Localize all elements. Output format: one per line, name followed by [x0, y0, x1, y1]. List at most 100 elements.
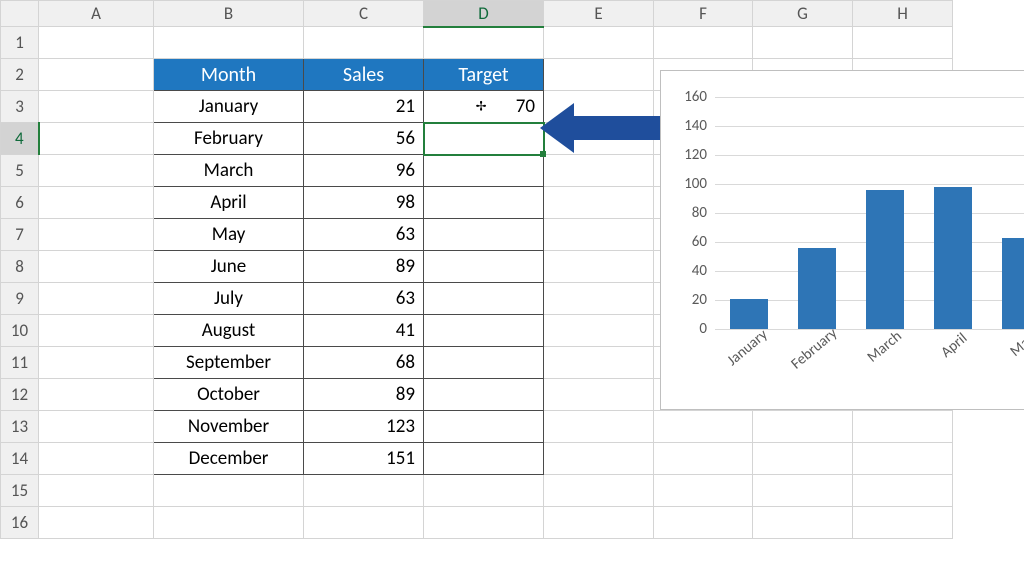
- row-header-11[interactable]: 11: [1, 347, 39, 379]
- cell-A13[interactable]: [39, 411, 154, 443]
- cell-A5[interactable]: [39, 155, 154, 187]
- cell-H14[interactable]: [853, 443, 953, 475]
- cell-A2[interactable]: [39, 59, 154, 91]
- chart-bar[interactable]: [1002, 238, 1024, 329]
- chart-bar[interactable]: [866, 190, 903, 329]
- cell-A11[interactable]: [39, 347, 154, 379]
- cell-D13[interactable]: [424, 411, 544, 443]
- cell-A9[interactable]: [39, 283, 154, 315]
- cell-B10[interactable]: August: [154, 315, 304, 347]
- cell-D14[interactable]: [424, 443, 544, 475]
- cell-B11[interactable]: September: [154, 347, 304, 379]
- cell-B7[interactable]: May: [154, 219, 304, 251]
- column-header-B[interactable]: B: [154, 1, 304, 27]
- cell-B16[interactable]: [154, 507, 304, 539]
- select-all-corner[interactable]: [1, 1, 39, 27]
- cell-D16[interactable]: [424, 507, 544, 539]
- row-header-3[interactable]: 3: [1, 91, 39, 123]
- cell-E10[interactable]: [544, 315, 654, 347]
- cell-E4[interactable]: [544, 123, 654, 155]
- cell-A7[interactable]: [39, 219, 154, 251]
- cell-C8[interactable]: 89: [304, 251, 424, 283]
- cell-C14[interactable]: 151: [304, 443, 424, 475]
- column-header-C[interactable]: C: [304, 1, 424, 27]
- cell-D4[interactable]: [424, 123, 544, 155]
- cell-D10[interactable]: [424, 315, 544, 347]
- cell-A14[interactable]: [39, 443, 154, 475]
- row-header-12[interactable]: 12: [1, 379, 39, 411]
- cell-B6[interactable]: April: [154, 187, 304, 219]
- cell-E7[interactable]: [544, 219, 654, 251]
- chart-bar[interactable]: [730, 299, 767, 329]
- column-header-H[interactable]: H: [853, 1, 953, 27]
- cell-C1[interactable]: [304, 27, 424, 59]
- cell-E11[interactable]: [544, 347, 654, 379]
- cell-E5[interactable]: [544, 155, 654, 187]
- chart-object[interactable]: 020406080100120140160JanuaryFebruaryMarc…: [660, 70, 1024, 410]
- cell-E16[interactable]: [544, 507, 654, 539]
- cell-E6[interactable]: [544, 187, 654, 219]
- cell-A3[interactable]: [39, 91, 154, 123]
- chart-bar[interactable]: [798, 248, 835, 329]
- cell-E14[interactable]: [544, 443, 654, 475]
- cell-F16[interactable]: [654, 507, 753, 539]
- cell-G16[interactable]: [753, 507, 853, 539]
- cell-C4[interactable]: 56: [304, 123, 424, 155]
- row-header-16[interactable]: 16: [1, 507, 39, 539]
- column-header-A[interactable]: A: [39, 1, 154, 27]
- cell-D12[interactable]: [424, 379, 544, 411]
- column-header-E[interactable]: E: [544, 1, 654, 27]
- cell-H13[interactable]: [853, 411, 953, 443]
- row-header-10[interactable]: 10: [1, 315, 39, 347]
- cell-E15[interactable]: [544, 475, 654, 507]
- cell-F1[interactable]: [654, 27, 753, 59]
- row-header-8[interactable]: 8: [1, 251, 39, 283]
- column-header-D[interactable]: D: [424, 1, 544, 27]
- cell-H15[interactable]: [853, 475, 953, 507]
- row-header-15[interactable]: 15: [1, 475, 39, 507]
- cell-B8[interactable]: June: [154, 251, 304, 283]
- column-header-F[interactable]: F: [654, 1, 753, 27]
- cell-B5[interactable]: March: [154, 155, 304, 187]
- cell-E1[interactable]: [544, 27, 654, 59]
- column-header-G[interactable]: G: [753, 1, 853, 27]
- cell-E2[interactable]: [544, 59, 654, 91]
- cell-F13[interactable]: [654, 411, 753, 443]
- row-header-4[interactable]: 4: [1, 123, 39, 155]
- cell-G14[interactable]: [753, 443, 853, 475]
- cell-E12[interactable]: [544, 379, 654, 411]
- cell-D3[interactable]: ✢70: [424, 91, 544, 123]
- row-header-6[interactable]: 6: [1, 187, 39, 219]
- cell-D2[interactable]: Target: [424, 59, 544, 91]
- cell-D1[interactable]: [424, 27, 544, 59]
- cell-B14[interactable]: December: [154, 443, 304, 475]
- cell-C16[interactable]: [304, 507, 424, 539]
- cell-B3[interactable]: January: [154, 91, 304, 123]
- cell-B2[interactable]: Month: [154, 59, 304, 91]
- row-header-1[interactable]: 1: [1, 27, 39, 59]
- cell-B13[interactable]: November: [154, 411, 304, 443]
- row-header-14[interactable]: 14: [1, 443, 39, 475]
- cell-E9[interactable]: [544, 283, 654, 315]
- cell-H1[interactable]: [853, 27, 953, 59]
- cell-F15[interactable]: [654, 475, 753, 507]
- cell-G15[interactable]: [753, 475, 853, 507]
- cell-D11[interactable]: [424, 347, 544, 379]
- cell-B1[interactable]: [154, 27, 304, 59]
- cell-D5[interactable]: [424, 155, 544, 187]
- cell-C12[interactable]: 89: [304, 379, 424, 411]
- cell-D8[interactable]: [424, 251, 544, 283]
- cell-G1[interactable]: [753, 27, 853, 59]
- cell-C13[interactable]: 123: [304, 411, 424, 443]
- cell-C10[interactable]: 41: [304, 315, 424, 347]
- cell-A16[interactable]: [39, 507, 154, 539]
- row-header-13[interactable]: 13: [1, 411, 39, 443]
- cell-C9[interactable]: 63: [304, 283, 424, 315]
- row-header-9[interactable]: 9: [1, 283, 39, 315]
- cell-A12[interactable]: [39, 379, 154, 411]
- cell-D15[interactable]: [424, 475, 544, 507]
- cell-C11[interactable]: 68: [304, 347, 424, 379]
- cell-A4[interactable]: [39, 123, 154, 155]
- cell-C2[interactable]: Sales: [304, 59, 424, 91]
- cell-D6[interactable]: [424, 187, 544, 219]
